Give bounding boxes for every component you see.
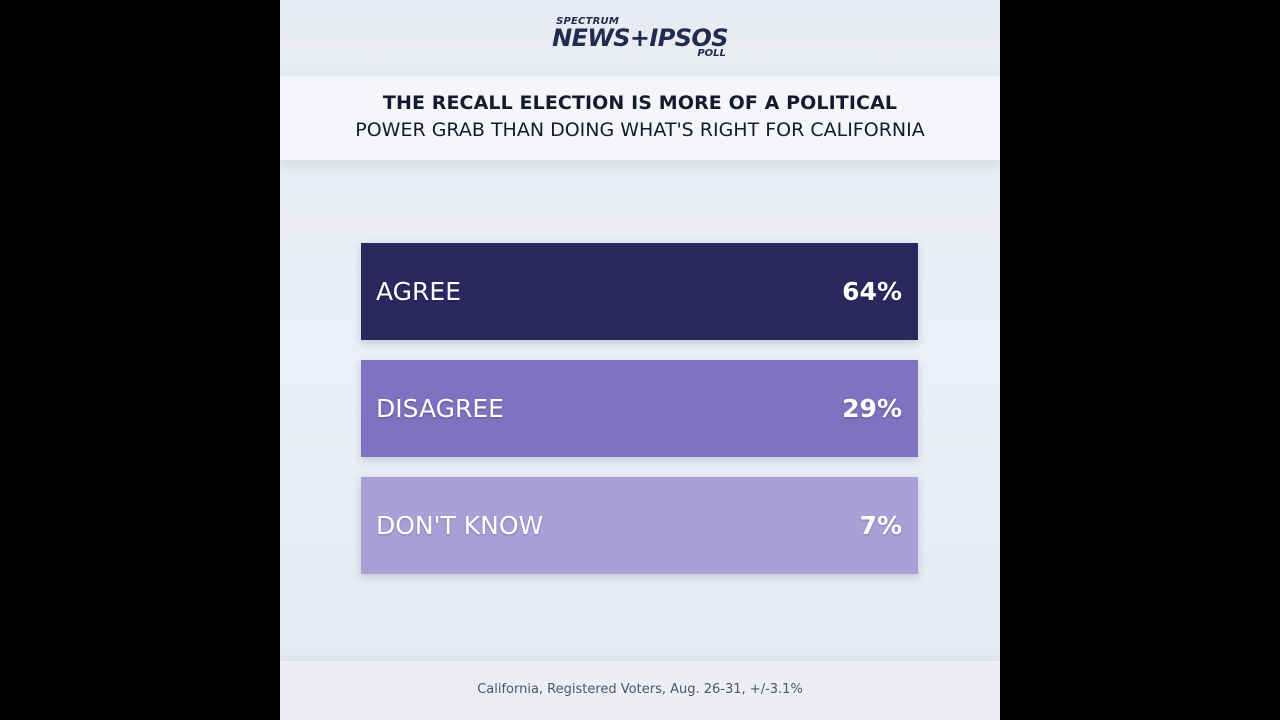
bar-value-label: 7% (859, 511, 902, 540)
bar-value-label: 29% (842, 394, 902, 423)
bar-disagree: DISAGREE 29% (361, 360, 918, 457)
bar-value-label: 64% (842, 277, 902, 306)
logo-main-text: NEWS+IPSOS (552, 24, 728, 52)
bar-label: AGREE (376, 277, 461, 306)
logo-spectrum-text: SPECTRUM (556, 16, 619, 27)
poll-graphic: SPECTRUM NEWS+IPSOS POLL THE RECALL ELEC… (280, 0, 1000, 720)
bar-label: DISAGREE (376, 394, 504, 423)
chart-title-line-1: THE RECALL ELECTION IS MORE OF A POLITIC… (382, 92, 898, 114)
spectrum-ipsos-logo: SPECTRUM NEWS+IPSOS POLL (280, 16, 1000, 64)
bar-chart: AGREE 64% DISAGREE 29% DON'T KNOW 7% (361, 243, 918, 575)
chart-title-line-2: POWER GRAB THAN DOING WHAT'S RIGHT FOR C… (355, 119, 925, 141)
bar-label: DON'T KNOW (376, 511, 544, 540)
chart-title: THE RECALL ELECTION IS MORE OF A POLITIC… (280, 76, 1000, 160)
logo-poll-text: POLL (697, 48, 726, 59)
footer: California, Registered Voters, Aug. 26-3… (280, 661, 1000, 720)
bar-don-t-know: DON'T KNOW 7% (361, 477, 918, 574)
bar-agree: AGREE 64% (361, 243, 918, 340)
source-note: California, Registered Voters, Aug. 26-3… (477, 682, 803, 697)
